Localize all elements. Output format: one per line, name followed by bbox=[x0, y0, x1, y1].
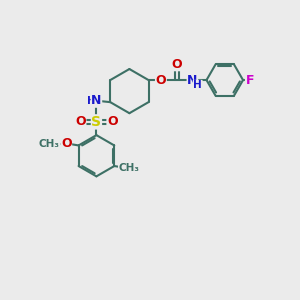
Text: H: H bbox=[87, 96, 95, 106]
Text: O: O bbox=[61, 137, 71, 151]
Text: O: O bbox=[75, 116, 86, 128]
Text: CH₃: CH₃ bbox=[118, 164, 140, 173]
Text: N: N bbox=[91, 94, 102, 107]
Text: O: O bbox=[172, 58, 182, 71]
Text: H: H bbox=[193, 80, 202, 90]
Text: F: F bbox=[246, 74, 254, 87]
Text: N: N bbox=[187, 74, 198, 87]
Text: S: S bbox=[92, 115, 101, 129]
Text: O: O bbox=[107, 116, 118, 128]
Text: O: O bbox=[156, 74, 166, 87]
Text: CH₃: CH₃ bbox=[39, 139, 60, 149]
